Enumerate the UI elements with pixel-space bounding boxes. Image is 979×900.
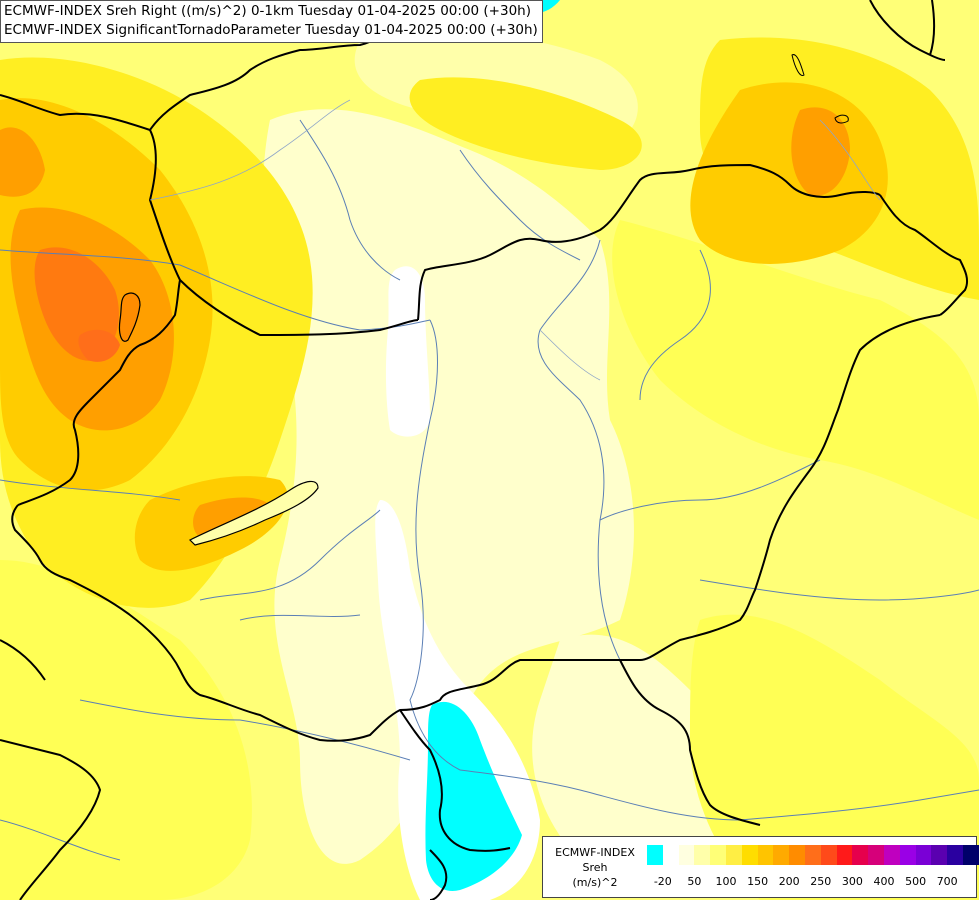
legend-swatch bbox=[900, 845, 916, 865]
legend-tick-label: 250 bbox=[810, 875, 831, 888]
legend-tick-label: 500 bbox=[905, 875, 926, 888]
legend-tick-label: 200 bbox=[779, 875, 800, 888]
legend-swatch bbox=[805, 845, 821, 865]
legend-swatch bbox=[931, 845, 947, 865]
title-line-sreh: ECMWF-INDEX Sreh Right ((m/s)^2) 0-1km T… bbox=[4, 2, 538, 21]
legend-swatch bbox=[821, 845, 837, 865]
legend-swatch bbox=[758, 845, 774, 865]
legend-label: ECMWF-INDEX Sreh (m/s)^2 bbox=[549, 845, 641, 890]
legend-tick-label: -20 bbox=[654, 875, 672, 888]
legend-swatch bbox=[742, 845, 758, 865]
legend-tick-label: 700 bbox=[937, 875, 958, 888]
color-legend: ECMWF-INDEX Sreh (m/s)^2 -20 50 100 150 200 2… bbox=[542, 836, 977, 898]
legend-swatch bbox=[963, 845, 979, 865]
legend-swatch bbox=[947, 845, 963, 865]
legend-unit: (m/s)^2 bbox=[549, 875, 641, 890]
legend-swatch bbox=[726, 845, 742, 865]
legend-variable: Sreh bbox=[549, 860, 641, 875]
legend-swatch bbox=[916, 845, 932, 865]
legend-tick-label: 50 bbox=[687, 875, 701, 888]
legend-tick-label: 300 bbox=[842, 875, 863, 888]
legend-swatch bbox=[710, 845, 726, 865]
legend-tick-label: 150 bbox=[747, 875, 768, 888]
legend-source: ECMWF-INDEX bbox=[549, 845, 641, 860]
legend-swatch bbox=[852, 845, 868, 865]
legend-swatch bbox=[884, 845, 900, 865]
legend-tick-label: 100 bbox=[716, 875, 737, 888]
legend-swatch bbox=[773, 845, 789, 865]
legend-swatch bbox=[837, 845, 853, 865]
legend-swatch bbox=[679, 845, 695, 865]
title-line-stp: ECMWF-INDEX SignificantTornadoParameter … bbox=[4, 21, 538, 40]
legend-swatch bbox=[694, 845, 710, 865]
legend-tick-label: 400 bbox=[874, 875, 895, 888]
white-low-area-north bbox=[386, 266, 430, 436]
legend-swatch bbox=[647, 845, 663, 865]
map-title-box: ECMWF-INDEX Sreh Right ((m/s)^2) 0-1km T… bbox=[0, 0, 543, 43]
legend-swatch bbox=[868, 845, 884, 865]
legend-swatch bbox=[663, 845, 679, 865]
legend-swatch bbox=[789, 845, 805, 865]
